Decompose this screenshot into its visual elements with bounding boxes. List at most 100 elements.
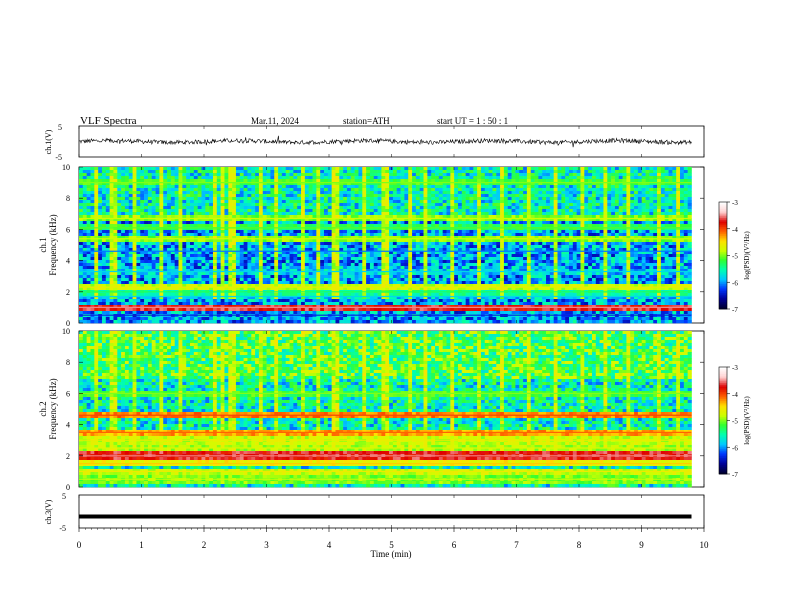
spectrogram-cell <box>144 239 149 243</box>
spectrogram-cell <box>672 242 677 246</box>
spectrogram-cell <box>247 233 252 237</box>
spectrogram-cell <box>477 191 482 195</box>
spectrogram-cell <box>354 224 359 228</box>
spectrogram-cell <box>220 176 225 180</box>
spectrogram-cell <box>346 236 352 240</box>
spectrogram-cell <box>82 221 87 225</box>
spectrogram-cell <box>369 236 375 240</box>
spectrogram-cell <box>220 194 225 198</box>
spectrogram-cell <box>285 179 290 183</box>
spectrogram-cell <box>232 230 237 234</box>
spectrogram-cell <box>500 185 505 189</box>
spectrogram-cell <box>262 197 267 201</box>
spectrogram-cell <box>151 257 156 261</box>
spectrogram-cell <box>660 191 666 195</box>
spectrogram-cell <box>339 170 344 174</box>
spectrogram-cell <box>232 209 237 213</box>
spectrogram-cell <box>599 182 604 186</box>
spectrogram-cell <box>193 212 198 216</box>
spectrogram-cell <box>381 224 386 228</box>
spectrogram-cell <box>90 185 95 189</box>
spectrogram-cell <box>308 194 313 198</box>
spectrogram-cell <box>320 215 325 219</box>
spectrogram-cell <box>488 209 493 213</box>
spectrogram-cell <box>197 251 202 255</box>
spectrogram-cell <box>622 236 627 240</box>
spectrogram-cell <box>507 230 512 234</box>
spectrogram-cell <box>285 218 290 222</box>
spectrogram-cell <box>484 215 489 219</box>
spectrogram-cell <box>645 221 650 225</box>
spectrogram-cell <box>82 254 87 258</box>
spectrogram-cell <box>400 167 405 171</box>
spectrogram-cell <box>538 191 543 195</box>
spectrogram-cell <box>423 251 428 255</box>
spectrogram-cell <box>687 173 692 177</box>
spectrogram-cell <box>128 251 133 255</box>
spectrogram-cell <box>327 254 332 258</box>
spectrogram-cell <box>488 179 493 183</box>
spectrogram-cell <box>235 254 241 258</box>
spectrogram-cell <box>297 221 302 225</box>
spectrogram-cell <box>90 206 95 210</box>
spectrogram-cell <box>301 212 306 216</box>
spectrogram-cell <box>614 206 620 210</box>
spectrogram-cell <box>664 230 669 234</box>
spectrogram-cell <box>404 188 409 192</box>
spectrogram-cell <box>186 254 191 258</box>
spectrogram-cell <box>354 209 359 213</box>
spectrogram-cell <box>469 200 474 204</box>
spectrogram-cell <box>534 203 539 207</box>
spectrogram-cell <box>369 215 375 219</box>
spectrogram-cell <box>251 227 256 231</box>
spectrogram-cell <box>377 179 382 183</box>
spectrogram-cell <box>618 188 623 192</box>
spectrogram-cell <box>270 191 275 195</box>
spectrogram-cell <box>144 230 149 234</box>
spectrogram-cell <box>362 188 367 192</box>
spectrogram-cell <box>339 236 344 240</box>
spectrogram-cell <box>488 221 493 225</box>
spectrogram-cell <box>450 179 455 183</box>
spectrogram-cell <box>438 227 443 231</box>
spectrogram-cell <box>500 227 505 231</box>
spectrogram-cell <box>683 230 688 234</box>
spectrogram-cell <box>381 179 386 183</box>
spectrogram-cell <box>90 203 95 207</box>
spectrogram-cell <box>591 251 597 255</box>
spectrogram-cell <box>377 170 382 174</box>
spectrogram-cell <box>672 257 677 261</box>
spectrogram-cell <box>400 203 405 207</box>
spectrogram-cell <box>201 203 206 207</box>
spectrogram-cell <box>297 254 302 258</box>
spectrogram-cell <box>515 179 520 183</box>
spectrogram-cell <box>228 239 233 243</box>
spectrogram-cell <box>343 197 348 201</box>
spectrogram-cell <box>170 242 176 246</box>
spectrogram-cell <box>98 191 103 195</box>
spectrogram-cell <box>369 182 375 186</box>
spectrogram-cell <box>565 167 570 171</box>
spectrogram-cell <box>346 227 352 231</box>
spectrogram-cell <box>553 248 558 252</box>
spectrogram-cell <box>469 170 474 174</box>
spectrogram-cell <box>415 185 421 189</box>
spectrogram-cell <box>431 179 436 183</box>
spectrogram-cell <box>86 257 91 261</box>
spectrogram-cell <box>117 212 122 216</box>
spectrogram-cell <box>392 167 398 171</box>
spectrogram-cell <box>423 170 428 174</box>
spectrogram-cell <box>155 176 160 180</box>
spectrogram-cell <box>266 203 271 207</box>
spectrogram-cell <box>611 194 616 198</box>
spectrogram-cell <box>415 248 421 252</box>
spectrogram-cell <box>419 170 424 174</box>
spectrogram-cell <box>653 248 658 252</box>
spectrogram-cell <box>607 167 612 171</box>
spectrogram-cell <box>377 200 382 204</box>
spectrogram-cell <box>507 257 512 261</box>
spectrogram-cell <box>201 200 206 204</box>
spectrogram-cell <box>461 251 466 255</box>
spectrogram-cell <box>186 191 191 195</box>
spectrogram-cell <box>511 167 516 171</box>
